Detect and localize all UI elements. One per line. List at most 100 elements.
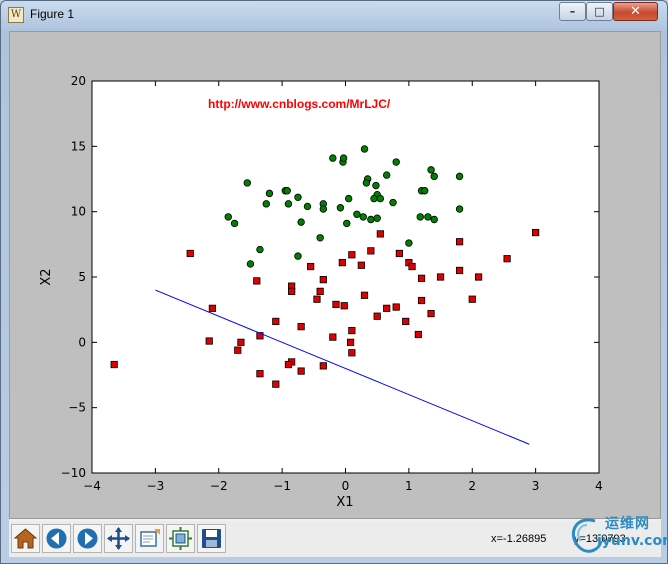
y-tick-label: 0 (78, 335, 86, 349)
class0-point (532, 228, 540, 237)
class1-point (265, 189, 274, 198)
class0-point (332, 300, 340, 309)
pan-button[interactable] (104, 524, 133, 553)
class0-point (297, 367, 305, 375)
y-tick-label: −10 (61, 466, 86, 480)
pan-icon (107, 527, 130, 550)
class1-point (336, 204, 345, 212)
class1-point (424, 213, 432, 221)
class1-point (343, 219, 351, 228)
class1-point (376, 194, 385, 203)
minimize-button[interactable]: – (559, 2, 586, 21)
class1-point (262, 200, 270, 208)
home-icon (13, 528, 38, 549)
y-tick-label: 10 (71, 205, 86, 219)
y-axis-label: X2 (39, 268, 54, 285)
class0-point (436, 273, 445, 281)
x-tick-label: 0 (342, 479, 350, 493)
class0-point (186, 249, 194, 258)
x-tick-label: 4 (595, 479, 603, 493)
y-tick-label: 20 (71, 74, 86, 88)
forward-button[interactable] (73, 524, 102, 553)
class0-point (329, 333, 337, 341)
class0-point (237, 338, 245, 346)
figure-canvas[interactable]: −4 −3 −2 −1 0 1 2 3 4 −10 −5 0 5 10 15 20 http://www.cn… (9, 31, 661, 519)
x-tick-label: −3 (147, 479, 165, 493)
class1-point (455, 205, 464, 213)
class0-point (205, 337, 213, 345)
class1-point (344, 194, 353, 203)
zoom-icon (140, 529, 160, 547)
class1-point (303, 202, 312, 211)
class0-point (256, 332, 264, 340)
class0-point (272, 317, 280, 326)
axes-frame (91, 80, 600, 474)
class0-point (348, 251, 356, 259)
class1-point (455, 172, 464, 181)
class1-point (256, 245, 264, 254)
maximize-button[interactable]: □ (586, 2, 613, 21)
save-button[interactable] (197, 524, 226, 553)
class1-point (243, 179, 251, 187)
class1-point (359, 213, 367, 221)
class1-point (372, 181, 380, 190)
class0-point (360, 291, 369, 299)
x-tick-label: 2 (468, 479, 476, 493)
class0-point (373, 312, 381, 320)
home-button[interactable] (11, 524, 40, 553)
class0-point (383, 304, 391, 312)
zoom-button[interactable] (135, 524, 164, 553)
class1-point (319, 205, 328, 213)
class0-point (348, 349, 356, 357)
class0-point (319, 362, 327, 370)
class0-point (376, 230, 384, 238)
class0-point (427, 309, 435, 318)
back-button[interactable] (42, 524, 71, 553)
class1-point (329, 154, 337, 162)
y-tick-label: 5 (78, 270, 86, 284)
class0-point (468, 295, 476, 303)
class0-point (455, 238, 464, 246)
class1-point (427, 166, 435, 174)
class0-point (338, 259, 346, 267)
class1-point (367, 215, 375, 224)
class1-point (430, 215, 438, 224)
title-bar[interactable]: W Figure 1 – □ ✕ (1, 1, 667, 31)
class0-point (392, 303, 400, 311)
class1-point (416, 213, 424, 221)
x-tick-label: 1 (405, 479, 413, 493)
x-coordinate-readout: x=-1.26895 (491, 533, 547, 545)
y-coordinate-readout: y=13.0793 (574, 533, 626, 545)
class1-point (294, 193, 302, 201)
class0-point (417, 274, 426, 282)
watermark-swirl-icon (572, 518, 603, 553)
class0-point (313, 295, 321, 303)
subplots-button[interactable] (166, 524, 195, 553)
class1-point (430, 172, 438, 181)
class0-point (272, 380, 280, 388)
class0-point (455, 266, 464, 275)
forward-icon (77, 528, 98, 549)
class1-point (382, 171, 391, 179)
class1-point (294, 252, 302, 260)
class0-point (307, 262, 315, 271)
class1-point (405, 239, 413, 247)
annotation-text: http://www.cnblogs.com/MrLJC/ (208, 97, 391, 111)
class0-point (234, 346, 242, 354)
x-tick-label: 3 (532, 479, 540, 493)
class0-point (346, 338, 355, 346)
class1-point (373, 214, 381, 222)
save-icon (202, 529, 221, 548)
class0-point (316, 287, 324, 295)
y-tick-label: −5 (68, 401, 86, 415)
class1-point (246, 260, 255, 268)
watermark-en-text: iyunv.com (597, 533, 668, 549)
close-button[interactable]: ✕ (613, 2, 658, 21)
class1-point (389, 198, 397, 207)
client-area: −4 −3 −2 −1 0 1 2 3 4 −10 −5 0 5 10 15 20 http://www.cn… (9, 31, 661, 557)
class0-point (395, 249, 403, 258)
class0-point (402, 317, 410, 326)
x-tick-label: −4 (83, 479, 101, 493)
